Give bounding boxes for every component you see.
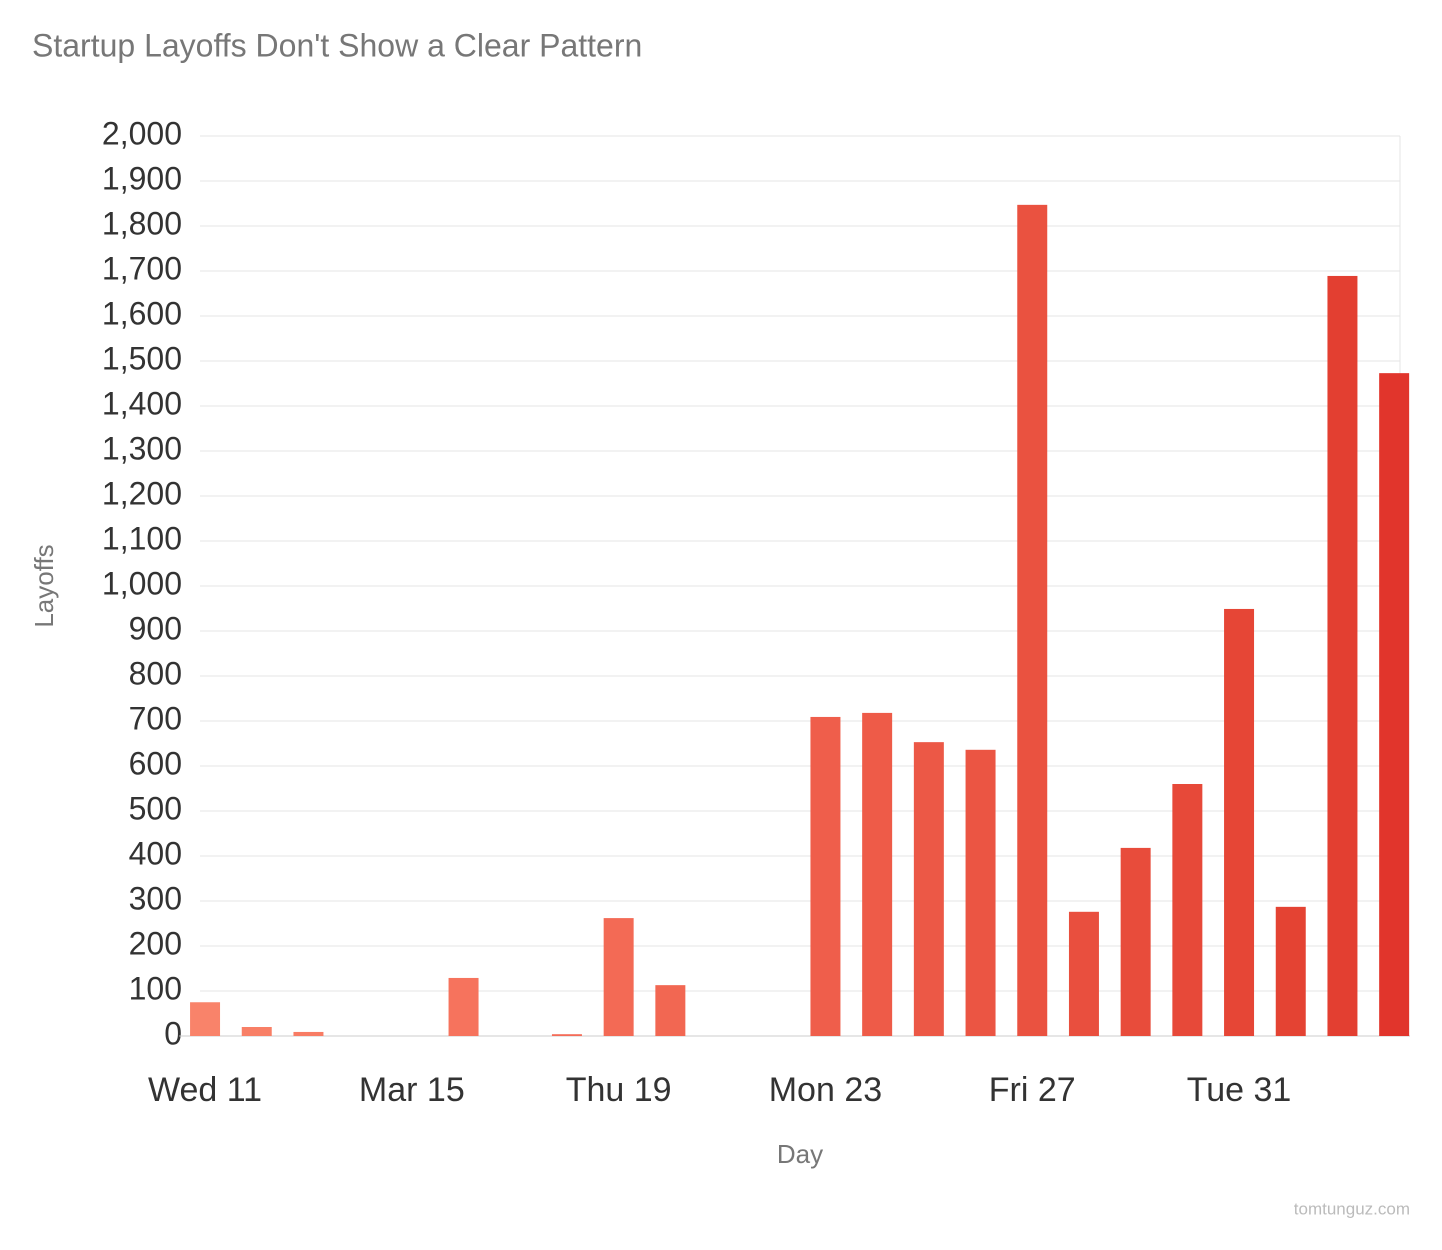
y-tick-label: 900: [129, 610, 182, 646]
y-tick-label: 800: [129, 655, 182, 691]
bar: [655, 985, 686, 1036]
y-tick-label: 1,000: [102, 565, 182, 601]
bar: [551, 1034, 582, 1036]
y-tick-label: 1,200: [102, 475, 182, 511]
x-tick-label: Fri 27: [989, 1071, 1076, 1109]
x-tick-label: Thu 19: [566, 1071, 672, 1109]
bar: [1172, 784, 1203, 1036]
x-tick-label: Mar 15: [359, 1071, 465, 1109]
bar: [1120, 847, 1151, 1036]
bar: [965, 749, 996, 1036]
bar: [1327, 275, 1358, 1036]
y-tick-label: 700: [129, 700, 182, 736]
y-tick-label: 200: [129, 925, 182, 961]
y-axis-label: Layoffs: [29, 544, 59, 627]
y-tick-label: 1,700: [102, 250, 182, 286]
y-tick-label: 100: [129, 970, 182, 1006]
bar: [1379, 373, 1410, 1036]
y-tick-label: 1,600: [102, 295, 182, 331]
bar: [913, 742, 944, 1036]
bar: [1017, 204, 1048, 1037]
y-tick-label: 1,400: [102, 385, 182, 421]
y-tick-label: 0: [164, 1015, 182, 1051]
bar: [448, 977, 479, 1036]
bar: [1224, 608, 1255, 1036]
bar: [1068, 911, 1099, 1036]
chart-title: Startup Layoffs Don't Show a Clear Patte…: [32, 27, 642, 63]
x-tick-label: Wed 11: [148, 1071, 262, 1109]
y-tick-label: 600: [129, 745, 182, 781]
x-tick-label: Mon 23: [769, 1071, 882, 1109]
y-tick-label: 300: [129, 880, 182, 916]
bar: [1275, 906, 1306, 1036]
y-tick-label: 1,100: [102, 520, 182, 556]
bar: [862, 712, 893, 1036]
y-tick-label: 1,900: [102, 160, 182, 196]
y-tick-label: 1,800: [102, 205, 182, 241]
bar: [603, 918, 634, 1036]
bar: [810, 716, 841, 1036]
x-tick-label: Tue 31: [1187, 1071, 1292, 1109]
bar: [190, 1002, 221, 1036]
source: tomtunguz.com: [1294, 1199, 1410, 1218]
y-tick-label: 500: [129, 790, 182, 826]
y-tick-label: 2,000: [102, 115, 182, 151]
bar: [293, 1031, 324, 1036]
x-axis-label: Day: [777, 1139, 823, 1169]
y-tick-label: 1,500: [102, 340, 182, 376]
y-tick-label: 1,300: [102, 430, 182, 466]
bar: [241, 1027, 272, 1036]
y-tick-label: 400: [129, 835, 182, 871]
